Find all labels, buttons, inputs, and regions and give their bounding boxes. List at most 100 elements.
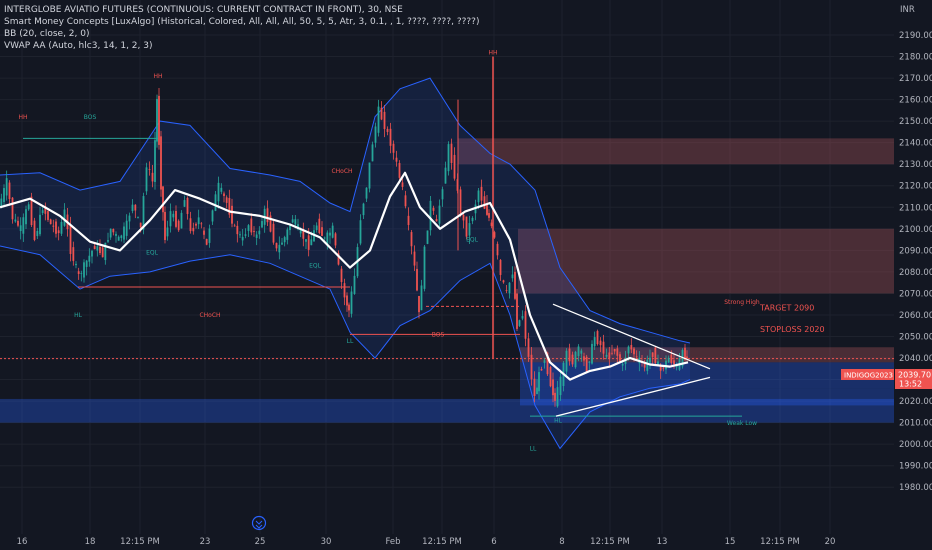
candle-body [255,234,258,238]
legend-vwap-indicator[interactable]: VWAP AA (Auto, hlc3, 14, 1, 2, 3) [4,41,153,51]
y-tick-label: 2070.00 [899,289,932,299]
y-tick-label: 2040.00 [899,354,932,364]
candle-body [496,243,499,256]
candle-body [253,230,255,232]
price-axis-panel[interactable] [894,0,932,534]
candle-body [343,283,346,298]
candle-body [151,172,154,182]
candle-body [5,178,8,196]
candle-body [340,268,343,282]
y-tick-label: 2130.00 [899,160,932,170]
last-price-tag[interactable]: INDIGOG2023 2039.70 13:52 [841,369,932,389]
candle-body [217,182,220,202]
candle-body [231,205,233,224]
candle-body [60,221,63,234]
candle-body [480,186,483,201]
candle-body [447,144,450,172]
candle-body [192,227,195,232]
candle-body [189,218,192,232]
realtime-arrow-icon [255,520,263,529]
candle-body [291,219,294,223]
candle-body [323,237,326,239]
y-tick-label: 2080.00 [899,268,932,278]
candle-body [266,208,269,223]
structure-label: EQL [146,250,159,257]
x-tick-label: 16 [17,537,28,547]
structure-label: HL [554,418,563,425]
structure-label: Strong High [724,299,760,306]
candle-body [137,216,139,218]
candle-body [554,392,556,401]
candle-body [613,348,616,352]
candle-body [220,187,223,192]
candle-body [195,223,197,226]
candle-body [350,291,353,314]
candle-body [19,225,22,232]
candle-body [14,219,17,222]
candle-body [57,230,60,234]
candle-body [654,347,657,364]
structure-labels: HH BOS HH HH HL CHoCH LL BOS LL HL EQL EQL EQL CHoCH S… [18,49,759,452]
candle-body [69,224,72,254]
candle-body [55,221,57,234]
x-tick-label: 20 [825,537,836,547]
candle-body [109,228,112,238]
candle-body [616,348,619,356]
target-label: TARGET 2090 [759,304,814,313]
candle-body [627,346,630,354]
legend-symbol-title[interactable]: INTERGLOBE AVIATIO FUTURES (CONTINUOUS: … [4,5,403,15]
structure-label: HH [153,73,162,80]
candle-body [225,197,228,203]
candle-body [552,379,554,396]
candle-body [269,215,272,232]
candle-body [591,343,593,364]
candle-body [426,230,429,244]
candle-body [223,193,225,197]
candle-body [395,157,398,162]
bb-lower-line [0,245,691,450]
candle-body [139,222,142,228]
candle-body [104,242,107,261]
candle-body [250,218,253,233]
candle-body [540,369,543,371]
candle-body [543,360,546,363]
candle-body [593,337,596,347]
candle-body [392,143,395,153]
chart-legend: INTERGLOBE AVIATIO FUTURES (CONTINUOUS: … [4,4,479,52]
time-axis-panel[interactable] [0,534,932,550]
candle-body [556,387,559,407]
y-tick-label: 2100.00 [899,225,932,235]
candle-body [684,347,686,360]
candle-body [477,190,480,203]
candle-body [302,230,305,239]
candle-body [283,237,286,243]
go-to-realtime-button[interactable] [251,515,267,531]
candle-body [583,356,585,361]
candle-body [471,217,474,222]
candle-body [164,211,166,241]
candle-body [413,251,416,266]
candle-body [275,242,278,249]
candle-body [239,234,241,236]
candle-body [117,236,120,241]
candle-body [619,354,621,362]
x-tick-label: 13 [657,537,668,547]
candle-body [123,226,125,240]
candle-body [75,263,77,266]
legend-smc-indicator[interactable]: Smart Money Concepts [LuxAlgo] (Historic… [4,17,480,27]
candle-body [211,210,214,222]
candle-body [337,253,340,265]
candle-body [404,195,407,207]
x-tick-label: 23 [200,537,211,547]
legend-bb-indicator[interactable]: BB (20, close, 2, 0) [4,29,90,39]
candle-body [371,144,374,162]
candle-body [107,239,109,242]
candle-body [643,362,646,368]
triangle-pattern [552,303,711,417]
y-tick-label: 2140.00 [899,139,932,149]
candle-body [281,242,283,245]
candle-body [247,225,250,231]
y-tick-label: 1990.00 [899,462,932,472]
candle-body [85,260,88,267]
